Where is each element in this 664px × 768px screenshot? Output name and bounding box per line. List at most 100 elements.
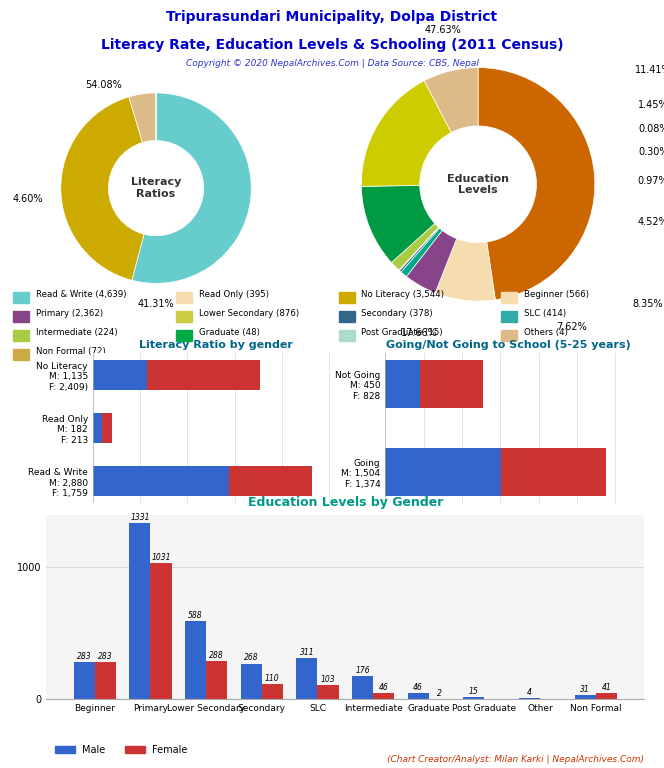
- Bar: [339, 292, 355, 303]
- Text: 41: 41: [602, 684, 612, 693]
- Text: Lower Secondary (876): Lower Secondary (876): [199, 310, 299, 318]
- Bar: [206, 661, 227, 699]
- Text: 7.62%: 7.62%: [556, 323, 587, 333]
- Bar: [95, 661, 116, 699]
- Title: Education Levels by Gender: Education Levels by Gender: [248, 496, 443, 509]
- Text: 103: 103: [321, 675, 335, 684]
- Text: 54.08%: 54.08%: [85, 80, 122, 90]
- Wedge shape: [399, 227, 439, 270]
- Text: 31: 31: [580, 685, 590, 694]
- Bar: [339, 329, 355, 341]
- Wedge shape: [435, 239, 495, 301]
- Text: 283: 283: [77, 651, 92, 660]
- Text: Literacy Rate, Education Levels & Schooling (2011 Census): Literacy Rate, Education Levels & School…: [101, 38, 563, 52]
- Bar: [501, 329, 517, 341]
- Wedge shape: [61, 97, 144, 280]
- Text: 8.35%: 8.35%: [632, 299, 663, 309]
- Bar: [596, 694, 617, 699]
- Text: Read & Write (4,639): Read & Write (4,639): [36, 290, 126, 300]
- Bar: [420, 360, 483, 409]
- Legend: Male, Female: Male, Female: [438, 513, 578, 531]
- Bar: [501, 311, 517, 322]
- Text: 176: 176: [355, 666, 370, 674]
- Bar: [13, 349, 29, 359]
- Text: Secondary (378): Secondary (378): [361, 310, 433, 318]
- Wedge shape: [406, 230, 457, 293]
- Text: 0.08%: 0.08%: [638, 124, 664, 134]
- Text: Read Only (395): Read Only (395): [199, 290, 269, 300]
- Legend: Male, Female: Male, Female: [51, 741, 192, 759]
- Text: 2: 2: [437, 689, 442, 697]
- Text: 268: 268: [244, 654, 258, 663]
- Bar: [151, 563, 171, 699]
- Text: 47.63%: 47.63%: [425, 25, 461, 35]
- Legend: Male, Female: Male, Female: [145, 513, 286, 531]
- Wedge shape: [392, 223, 438, 270]
- Bar: [13, 311, 29, 322]
- Wedge shape: [361, 185, 435, 263]
- Text: (Chart Creator/Analyst: Milan Karki | NepalArchives.Com): (Chart Creator/Analyst: Milan Karki | Ne…: [387, 755, 644, 764]
- Text: Post Graduate (15): Post Graduate (15): [361, 328, 443, 337]
- Text: 0.97%: 0.97%: [638, 177, 664, 187]
- Text: Intermediate (224): Intermediate (224): [36, 328, 118, 337]
- Bar: [129, 523, 151, 699]
- Text: 588: 588: [188, 611, 203, 621]
- Bar: [408, 693, 429, 699]
- Bar: [317, 685, 339, 699]
- Text: Beginner (566): Beginner (566): [524, 290, 589, 300]
- Text: 17.66%: 17.66%: [401, 328, 438, 338]
- Wedge shape: [132, 93, 251, 283]
- Text: 4: 4: [527, 688, 532, 697]
- Bar: [240, 664, 262, 699]
- Text: Graduate (48): Graduate (48): [199, 328, 260, 337]
- Bar: [13, 292, 29, 303]
- Bar: [339, 311, 355, 322]
- Bar: [385, 360, 420, 409]
- Wedge shape: [478, 68, 595, 300]
- Text: 41.31%: 41.31%: [137, 300, 175, 310]
- Text: 283: 283: [98, 651, 113, 660]
- Text: Copyright © 2020 NepalArchives.Com | Data Source: CBS, Nepal: Copyright © 2020 NepalArchives.Com | Dat…: [185, 58, 479, 68]
- Text: 4.60%: 4.60%: [12, 194, 42, 204]
- Bar: [501, 292, 517, 303]
- Bar: [176, 311, 192, 322]
- Text: 311: 311: [299, 647, 314, 657]
- Title: Going/Not Going to School (5-25 years): Going/Not Going to School (5-25 years): [386, 339, 630, 349]
- Bar: [93, 466, 229, 496]
- Bar: [296, 658, 317, 699]
- Text: Primary (2,362): Primary (2,362): [36, 310, 103, 318]
- Bar: [74, 661, 95, 699]
- Text: 1.45%: 1.45%: [638, 101, 664, 111]
- Text: 110: 110: [265, 674, 280, 684]
- Bar: [463, 697, 485, 699]
- Wedge shape: [399, 227, 440, 272]
- Bar: [176, 292, 192, 303]
- Bar: [262, 684, 283, 699]
- Bar: [176, 329, 192, 341]
- Bar: [93, 413, 102, 443]
- Bar: [147, 360, 260, 390]
- Text: SLC (414): SLC (414): [524, 310, 566, 318]
- Bar: [102, 413, 112, 443]
- Bar: [229, 466, 312, 496]
- Text: 11.41%: 11.41%: [635, 65, 664, 75]
- Text: 46: 46: [413, 683, 423, 692]
- Text: 288: 288: [209, 650, 224, 660]
- Bar: [13, 329, 29, 341]
- Text: 1031: 1031: [151, 553, 171, 562]
- Text: Non Formal (72): Non Formal (72): [36, 347, 106, 356]
- Bar: [185, 621, 206, 699]
- Text: 1331: 1331: [130, 513, 149, 522]
- Wedge shape: [129, 93, 156, 143]
- Bar: [352, 676, 373, 699]
- Text: 46: 46: [379, 683, 388, 692]
- Wedge shape: [424, 68, 478, 133]
- Text: 0.30%: 0.30%: [638, 147, 664, 157]
- Text: Literacy
Ratios: Literacy Ratios: [131, 177, 181, 199]
- Bar: [373, 693, 394, 699]
- Text: Tripurasundari Municipality, Dolpa District: Tripurasundari Municipality, Dolpa Distr…: [167, 11, 497, 25]
- Bar: [501, 448, 606, 496]
- Bar: [385, 448, 501, 496]
- Text: 15: 15: [469, 687, 479, 696]
- Bar: [93, 360, 147, 390]
